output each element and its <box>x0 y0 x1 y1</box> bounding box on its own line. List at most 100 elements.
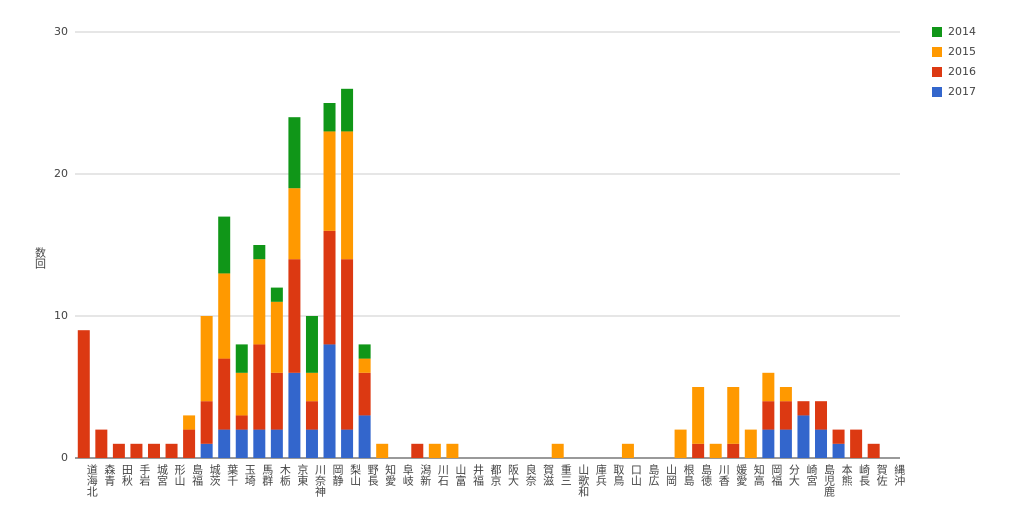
bar-segment <box>253 259 266 345</box>
legend-swatch <box>932 27 942 37</box>
bar-segment <box>200 443 213 458</box>
bar-segment <box>235 429 248 458</box>
x-tick-label: 井福 <box>471 463 484 487</box>
x-tick-label: 島児鹿 <box>823 463 836 497</box>
x-tick-label: 道海北 <box>85 463 98 497</box>
bar-segment <box>779 429 792 458</box>
bar-segment <box>235 344 248 373</box>
bar-segment <box>165 443 178 458</box>
bar-segment <box>341 259 354 430</box>
bar-segment <box>815 401 828 430</box>
bar-segment <box>253 245 266 260</box>
y-tick-label: 10 <box>54 309 68 322</box>
x-tick-label: 玉埼 <box>243 464 256 486</box>
x-tick-label: 重三 <box>559 463 572 486</box>
bar-segment <box>779 401 792 430</box>
bar-segment <box>727 387 740 444</box>
x-tick-label: 崎長 <box>858 463 871 487</box>
x-tick-label: 京東 <box>296 463 309 487</box>
bar-segment <box>112 443 125 458</box>
x-tick-label: 阜岐 <box>401 464 414 487</box>
x-tick-label: 島福 <box>191 463 204 487</box>
x-tick-label: 馬群 <box>261 464 274 486</box>
bar-segment <box>218 273 231 359</box>
bar-segment <box>446 443 459 458</box>
x-tick-label: 崎宮 <box>805 463 818 487</box>
x-tick-label: 庫兵 <box>594 463 607 487</box>
x-tick-label: 良奈 <box>524 463 537 486</box>
bar-segment <box>850 429 863 458</box>
x-tick-label: 本熊 <box>840 463 853 486</box>
bar-segment <box>762 429 775 458</box>
bar-segment <box>832 443 845 458</box>
bar-segment <box>253 344 266 430</box>
bar-segment <box>218 429 231 458</box>
x-tick-label: 木栃 <box>278 464 291 486</box>
x-tick-label: 島徳 <box>700 463 713 487</box>
legend-label: 2015 <box>948 45 976 58</box>
bar-segment <box>762 401 775 430</box>
x-tick-label: 分大 <box>787 464 800 486</box>
bar-segment <box>305 401 318 430</box>
legend-swatch <box>932 47 942 57</box>
x-tick-label: 賀佐 <box>875 464 888 487</box>
x-tick-label: 川石 <box>436 464 449 486</box>
bar-segment <box>288 372 301 458</box>
bar-segment <box>95 429 108 458</box>
x-tick-label: 森青 <box>103 463 116 487</box>
x-tick-label: 都京 <box>489 464 502 487</box>
bar-segment <box>815 429 828 458</box>
bar-segment <box>358 358 371 373</box>
x-tick-label: 山歌和 <box>577 464 590 498</box>
bar-segment <box>428 443 441 458</box>
bar-segment <box>305 372 318 402</box>
bar-segment <box>218 358 231 430</box>
x-tick-label: 島広 <box>647 463 660 487</box>
bar-segment <box>323 103 336 132</box>
bar-segment <box>183 429 196 458</box>
x-tick-label: 縄沖 <box>893 463 906 487</box>
bar-segment <box>235 372 248 416</box>
x-tick-label: 媛愛 <box>735 463 748 487</box>
bar-segment <box>235 415 248 430</box>
legend-label: 2014 <box>948 25 976 38</box>
x-tick-label: 葉千 <box>226 463 239 487</box>
bar-segment <box>288 259 301 373</box>
x-tick-label: 川香 <box>717 464 730 487</box>
legend-swatch <box>932 87 942 97</box>
legend-label: 2016 <box>948 65 976 78</box>
bar-segment <box>709 443 722 458</box>
bar-segment <box>200 316 213 402</box>
bar-segment <box>130 443 143 458</box>
bar-segment <box>288 188 301 260</box>
bar-segment <box>270 287 283 302</box>
bar-segment <box>323 344 336 458</box>
bar-segment <box>218 216 231 274</box>
x-tick-label: 知愛 <box>384 463 397 487</box>
bar-segment <box>358 415 371 458</box>
bar-segment <box>270 429 283 458</box>
bar-segment <box>253 429 266 458</box>
bar-segment <box>341 88 354 132</box>
bar-segment <box>305 429 318 458</box>
x-tick-label: 形山 <box>173 464 186 486</box>
x-tick-label: 梨山 <box>349 463 362 486</box>
bar-segment <box>674 429 687 458</box>
y-tick-label: 0 <box>61 451 68 464</box>
bar-segment <box>779 387 792 402</box>
bar-segment <box>621 443 634 458</box>
bar-segment <box>323 230 336 345</box>
bar-segment <box>358 344 371 359</box>
bar-segment <box>147 443 160 458</box>
bar-segment <box>358 372 371 416</box>
bar-segment <box>744 429 757 458</box>
x-tick-label: 田秋 <box>120 464 133 487</box>
x-tick-label: 根島 <box>682 463 695 487</box>
bar-segment <box>183 415 196 430</box>
bar-segment <box>867 443 880 458</box>
bar-segment <box>411 443 424 458</box>
bar-segment <box>270 372 283 430</box>
bar-segment <box>797 415 810 458</box>
bar-segment <box>832 429 845 444</box>
x-tick-label: 山富 <box>454 464 467 487</box>
